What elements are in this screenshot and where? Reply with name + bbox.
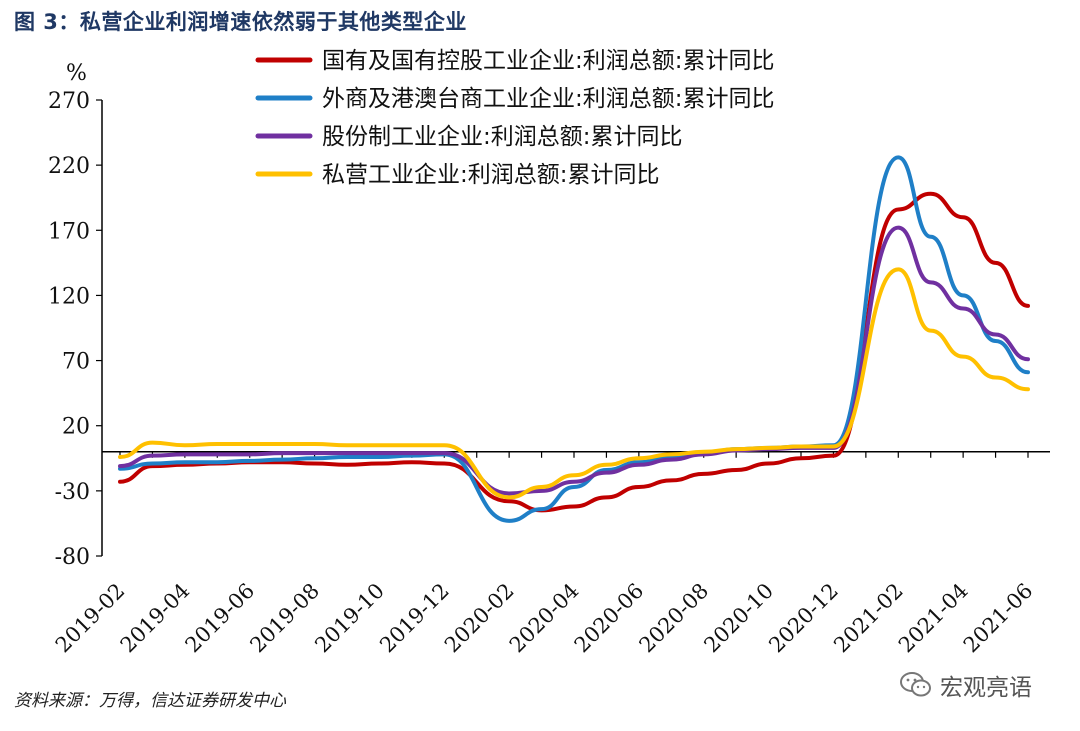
legend-label-3: 股份制工业企业:利润总额:累计同比 [322, 124, 683, 150]
watermark-text: 宏观亮语 [940, 675, 1032, 701]
x-tick-label: 2021-04 [894, 579, 973, 658]
x-tick-label: 2019-02 [51, 579, 130, 658]
series-lines [118, 155, 1030, 523]
x-tick-label: 2020-04 [505, 579, 584, 658]
chart-title: 图 3：私营企业利润增速依然弱于其他类型企业 [14, 10, 467, 34]
y-tick-label: -30 [55, 480, 90, 505]
x-tick-label: 2021-06 [959, 579, 1038, 658]
y-tick-label: 220 [48, 154, 90, 179]
watermark: 宏观亮语 [900, 668, 1032, 702]
y-tick-label: 170 [48, 219, 90, 244]
x-tick-label: 2019-04 [116, 579, 195, 658]
wechat-icon [900, 672, 931, 697]
y-axis-unit: % [66, 61, 87, 86]
y-tick-label: -80 [55, 545, 90, 570]
series-line-4 [118, 267, 1030, 500]
x-tick-label: 2019-12 [375, 579, 454, 658]
x-tick-label: 2020-08 [635, 579, 714, 658]
y-tick-label: 270 [48, 89, 90, 114]
source-note: 资料来源：万得，信达证券研发中心 [14, 691, 286, 711]
legend-label-2: 外商及港澳台商工业企业:利润总额:累计同比 [322, 86, 775, 112]
x-tick-label: 2019-10 [310, 579, 389, 658]
legend: 国有及国有控股工业企业:利润总额:累计同比外商及港澳台商工业企业:利润总额:累计… [255, 48, 775, 188]
x-tick-label: 2020-06 [570, 579, 649, 658]
legend-label-4: 私营工业企业:利润总额:累计同比 [322, 162, 660, 188]
tick-labels: -80-302070120170220270%2019-022019-04201… [48, 61, 1038, 657]
x-tick-label: 2020-02 [440, 579, 519, 658]
y-tick-label: 70 [62, 350, 90, 375]
y-tick-label: 120 [48, 284, 90, 309]
x-tick-label: 2020-10 [699, 579, 778, 658]
x-tick-label: 2020-12 [764, 579, 843, 658]
x-tick-label: 2019-06 [181, 579, 260, 658]
series-line-1 [118, 191, 1030, 513]
series-line-3 [118, 225, 1030, 496]
y-tick-label: 20 [62, 415, 90, 440]
x-tick-label: 2019-08 [245, 579, 324, 658]
legend-label-1: 国有及国有控股工业企业:利润总额:累计同比 [322, 48, 775, 74]
x-tick-label: 2021-02 [829, 579, 908, 658]
